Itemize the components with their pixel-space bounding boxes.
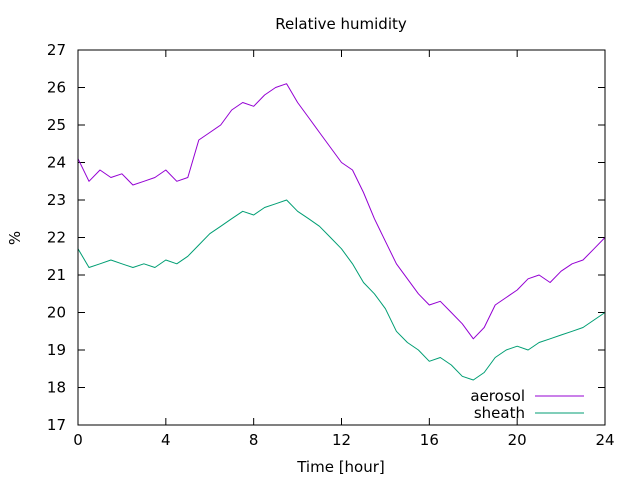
- series-line-aerosol: [77, 83, 606, 340]
- series-line-sheath: [77, 199, 606, 381]
- y-tick-label: 21: [47, 266, 66, 284]
- legend-label-aerosol: aerosol: [470, 387, 525, 405]
- axis-ticks: 0 4 8 12 16 20 24 17 18 19 20 21 22 23 24 25 26 27: [47, 41, 615, 449]
- y-tick-label: 22: [47, 229, 66, 247]
- y-tick-label: 19: [47, 341, 66, 359]
- y-tick-label: 26: [47, 79, 66, 97]
- chart-title: Relative humidity: [275, 15, 407, 33]
- series-lines: [77, 83, 606, 381]
- y-tick-label: 25: [47, 116, 66, 134]
- y-tick-label: 17: [47, 416, 66, 434]
- y-axis-label: %: [6, 231, 24, 245]
- x-tick-label: 24: [595, 431, 614, 449]
- y-tick-label: 23: [47, 191, 66, 209]
- x-tick-label: 16: [420, 431, 439, 449]
- y-tick-label: 20: [47, 304, 66, 322]
- y-tick-label: 18: [47, 379, 66, 397]
- y-tick-label: 24: [47, 154, 66, 172]
- x-tick-label: 20: [508, 431, 527, 449]
- plot-frame: [77, 49, 606, 426]
- legend-label-sheath: sheath: [474, 404, 525, 422]
- x-tick-label: 4: [161, 431, 171, 449]
- x-axis-label: Time [hour]: [296, 458, 385, 476]
- y-tick-label: 27: [47, 41, 66, 59]
- x-tick-label: 8: [249, 431, 259, 449]
- x-tick-label: 12: [332, 431, 351, 449]
- x-tick-label: 0: [73, 431, 83, 449]
